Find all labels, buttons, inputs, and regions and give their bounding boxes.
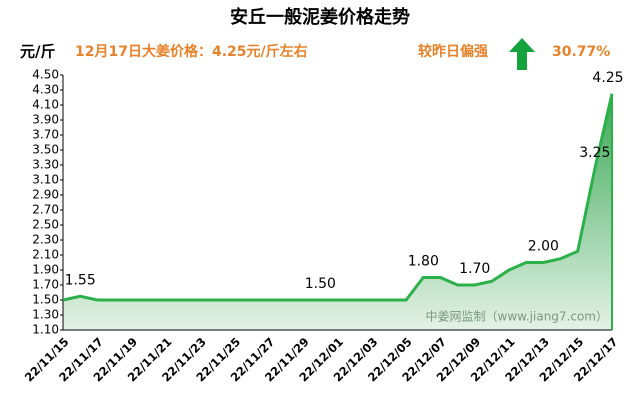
watermark: 中姜网监制（www.jiang7.com）: [426, 309, 608, 324]
data-label: 3.25: [579, 145, 610, 161]
data-label: 4.25: [592, 70, 623, 86]
y-tick-label: 2.70: [32, 203, 59, 217]
y-tick-label: 2.90: [32, 188, 59, 202]
y-tick-label: 1.50: [32, 293, 59, 307]
y-tick-label: 4.50: [32, 68, 59, 82]
area: [63, 93, 612, 330]
y-tick-label: 1.30: [32, 308, 59, 322]
y-tick-label: 2.50: [32, 218, 59, 232]
data-label: 1.50: [305, 276, 336, 292]
y-tick-label: 2.30: [32, 233, 59, 247]
subtitle: 12月17日大姜价格：4.25元/斤左右: [75, 43, 308, 60]
line: [62, 93, 614, 302]
compare-text: 较昨日偏强: [418, 43, 488, 60]
y-tick-label: 4.30: [32, 83, 59, 97]
change-percent: 30.77%: [552, 44, 610, 60]
y-tick-label: 3.90: [32, 113, 59, 127]
y-tick-label: 1.70: [32, 278, 59, 292]
y-tick-label: 3.70: [32, 128, 59, 142]
up-arrow: [509, 38, 535, 70]
y-tick-label: 1.90: [32, 263, 59, 277]
y-tick-label: 1.10: [32, 323, 59, 337]
data-label: 2.00: [528, 239, 559, 255]
y-tick-label: 3.50: [32, 143, 59, 157]
y-tick-label: 3.30: [32, 158, 59, 172]
y-tick-label: 3.10: [32, 173, 59, 187]
chart-title: 安丘一般泥姜价格走势: [230, 6, 410, 28]
y-tick-label: 2.10: [32, 248, 59, 262]
data-label: 1.55: [65, 272, 96, 288]
y-tick-label: 4.10: [32, 98, 59, 112]
data-label: 1.80: [408, 254, 439, 270]
data-label: 1.70: [459, 261, 490, 277]
y-axis-label: 元/斤: [20, 43, 55, 61]
